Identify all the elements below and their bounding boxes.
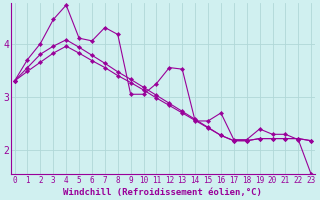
X-axis label: Windchill (Refroidissement éolien,°C): Windchill (Refroidissement éolien,°C) [63, 188, 262, 197]
